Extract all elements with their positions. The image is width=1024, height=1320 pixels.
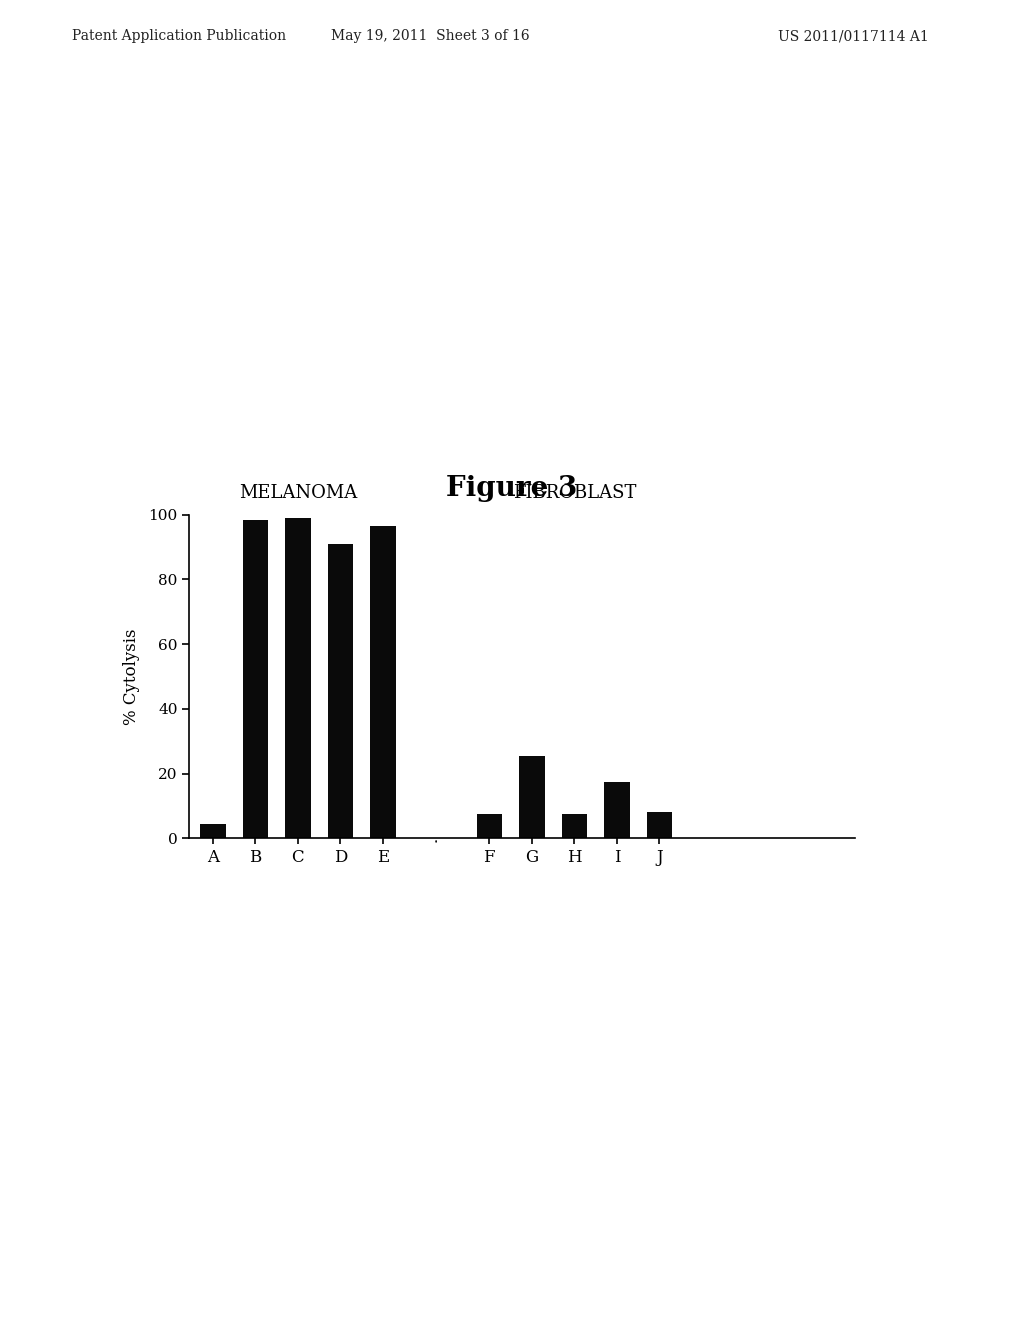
Bar: [646, 812, 672, 838]
Text: US 2011/0117114 A1: US 2011/0117114 A1: [778, 29, 929, 44]
Bar: [285, 517, 310, 838]
Text: MELANOMA: MELANOMA: [239, 484, 357, 502]
Text: Figure 3: Figure 3: [446, 475, 578, 502]
Text: FIBROBLAST: FIBROBLAST: [513, 484, 636, 502]
Bar: [328, 544, 353, 838]
Bar: [200, 824, 225, 838]
Bar: [476, 814, 502, 838]
Bar: [243, 520, 268, 838]
Bar: [604, 781, 630, 838]
Bar: [561, 814, 587, 838]
Bar: [371, 527, 395, 838]
Text: Patent Application Publication: Patent Application Publication: [72, 29, 286, 44]
Text: May 19, 2011  Sheet 3 of 16: May 19, 2011 Sheet 3 of 16: [331, 29, 529, 44]
Bar: [519, 756, 545, 838]
Y-axis label: % Cytolysis: % Cytolysis: [123, 628, 140, 725]
